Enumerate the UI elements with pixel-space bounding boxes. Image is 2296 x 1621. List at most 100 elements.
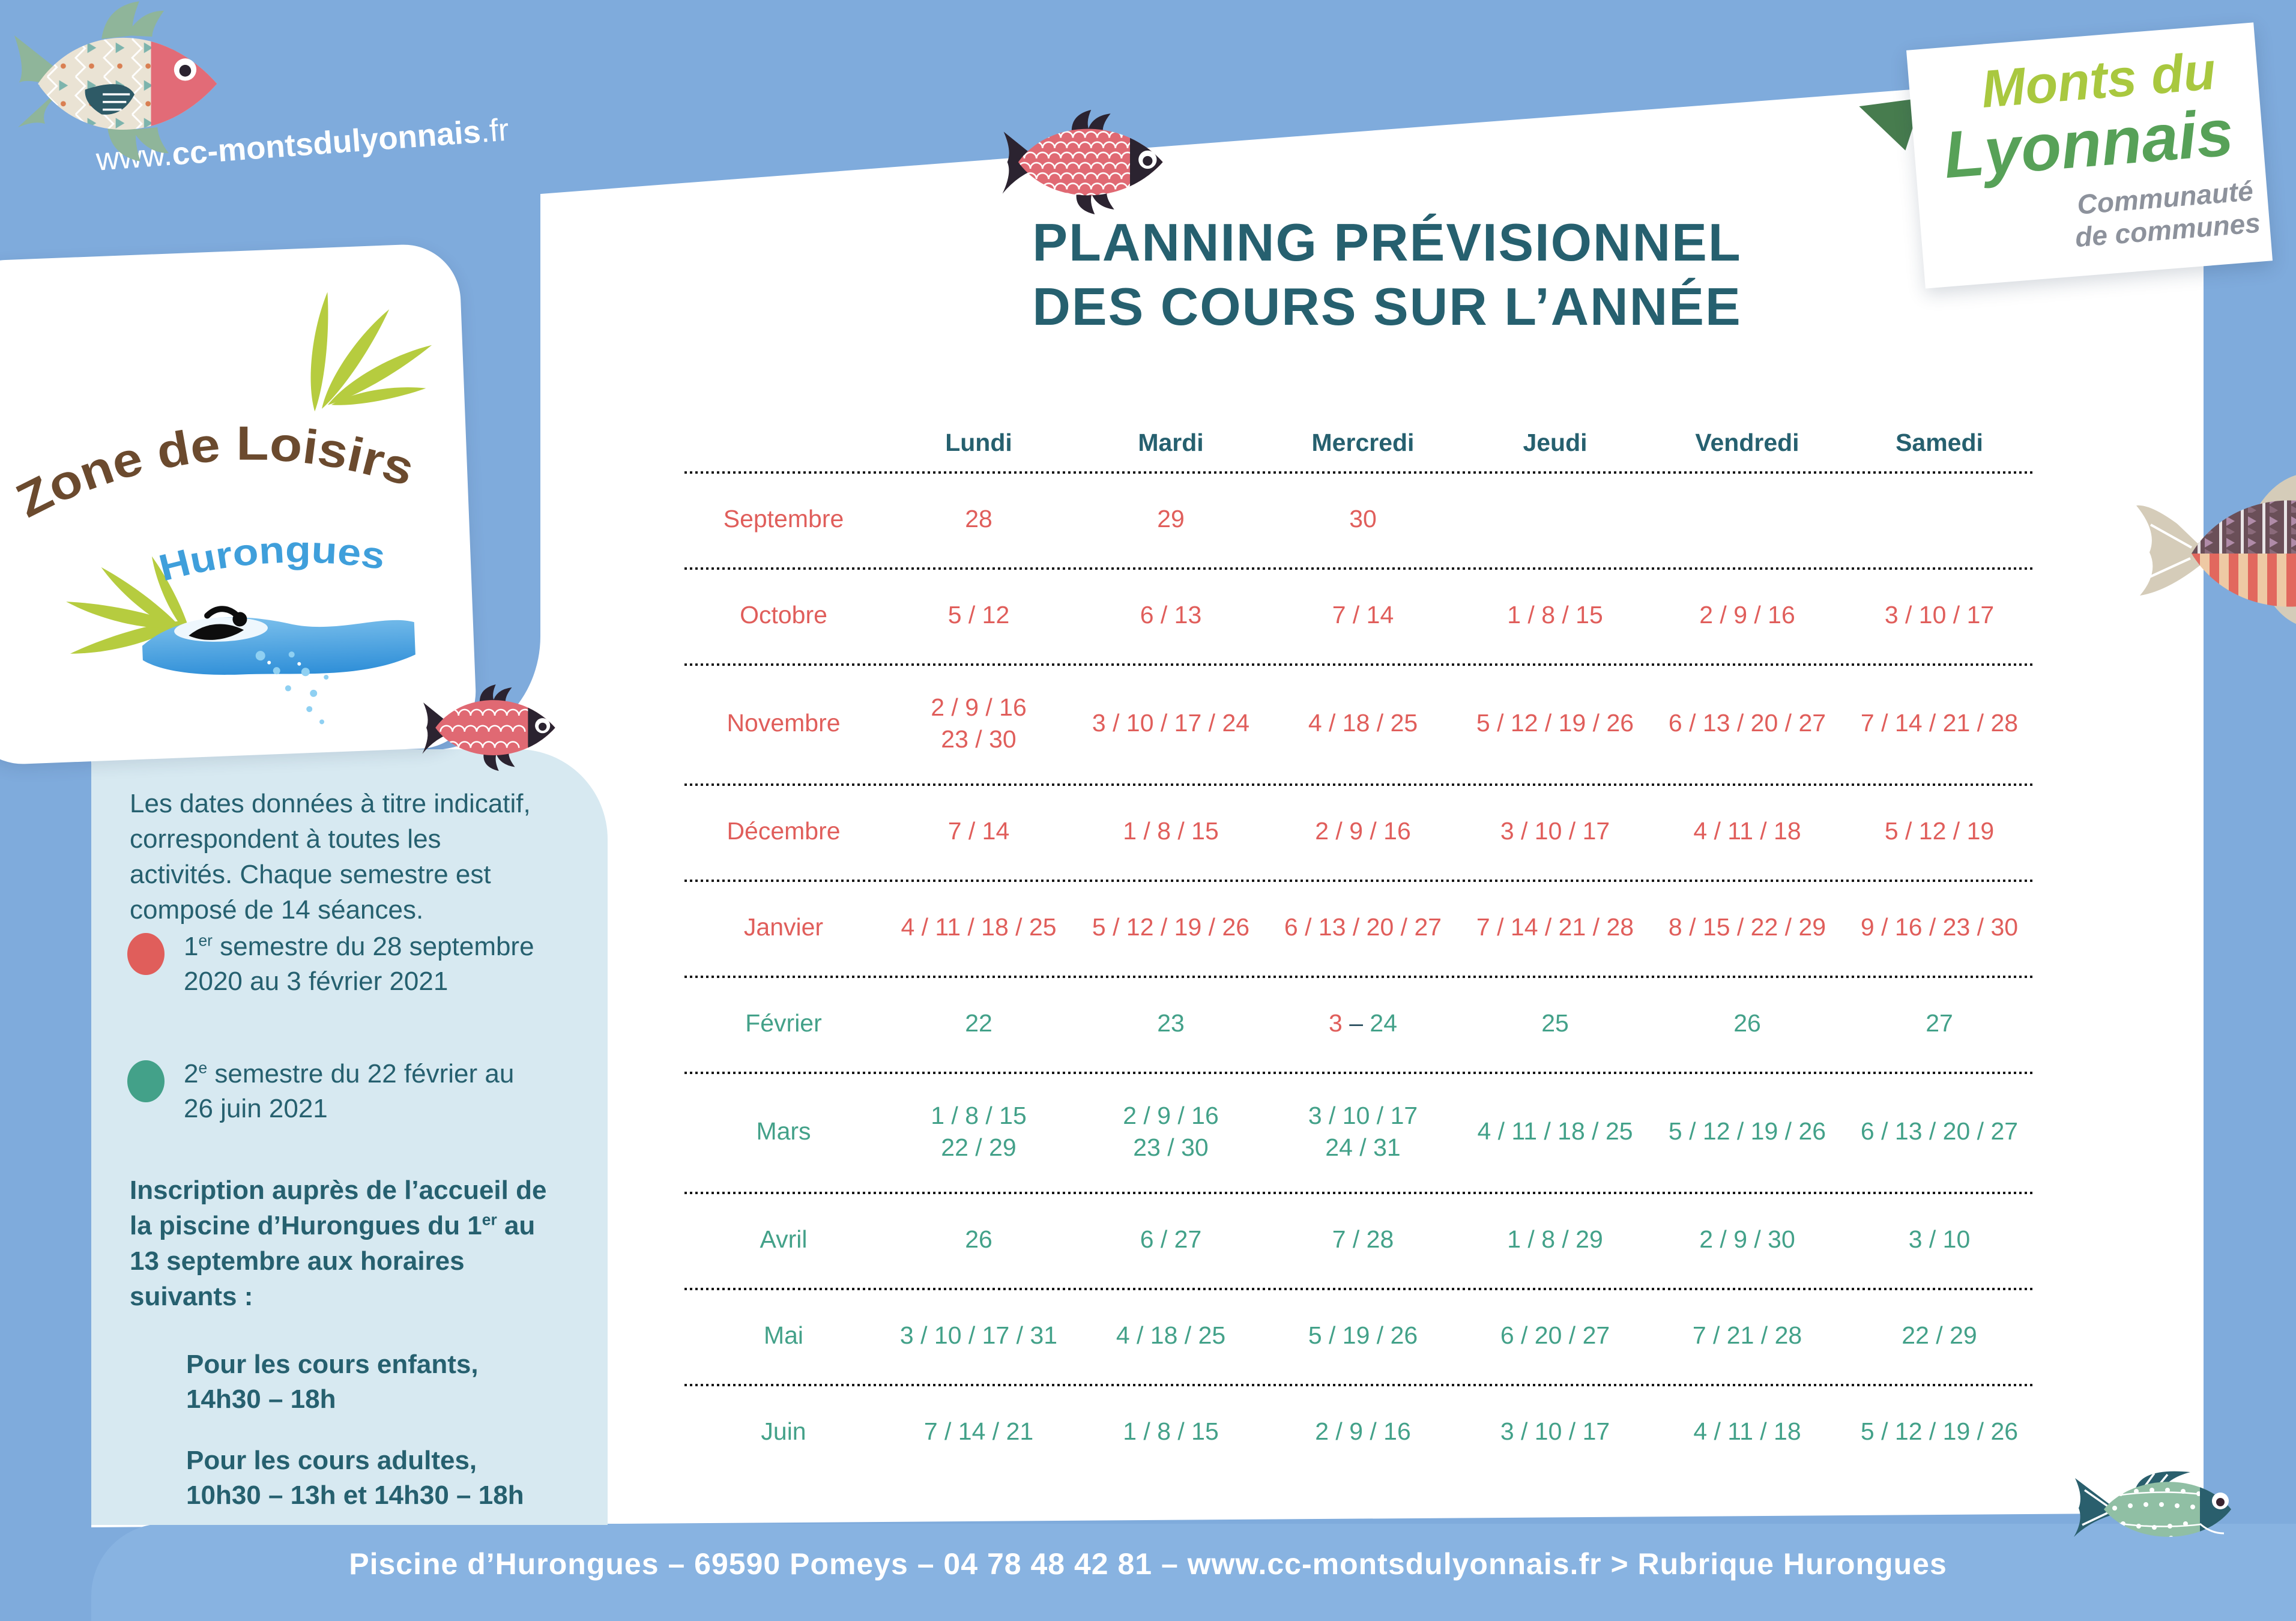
footer-text: Piscine d’Hurongues – 69590 Pomeys – 04 … — [349, 1547, 1947, 1581]
zone-de-loisirs-logo: Zone de Loisirs Hurongues — [6, 292, 432, 725]
date-cell: 9 / 16 / 23 / 30 — [1860, 913, 2019, 941]
date-cell: 26 — [965, 1225, 992, 1254]
date-cell: 6 / 13 — [1140, 601, 1202, 629]
hours-children: Pour les cours enfants, 14h30 – 18h — [186, 1350, 479, 1414]
decorative-fish-panel-corner — [420, 684, 591, 771]
date-cell: 8 / 15 / 22 / 29 — [1668, 913, 1826, 941]
month-label: Mai — [763, 1321, 804, 1350]
date-cell: 3 / 10 / 17 — [1500, 817, 1610, 845]
date-cell: 7 / 14 / 21 / 28 — [1860, 709, 2019, 737]
date-cell: 29 — [1157, 505, 1185, 533]
teal-dot-icon — [127, 1060, 165, 1102]
date-cell: 7 / 28 — [1332, 1225, 1394, 1254]
table-row: Décembre 7 / 14 1 / 8 / 15 2 / 9 / 16 3 / 10… — [684, 783, 2035, 880]
date-cell: 5 / 12 / 19 / 26 — [1092, 913, 1250, 941]
table-row: Septembre 28 29 30 — [684, 471, 2035, 567]
table-row: Novembre 2 / 9 / 16 23 / 30 3 / 10 / 17 / 2… — [684, 663, 2035, 783]
column-header: Vendredi — [1695, 428, 1799, 456]
pink-fish-icon — [1002, 110, 1163, 214]
monts-du-lyonnais-card: Monts du Lyonnais Communauté de communes — [1906, 22, 2273, 289]
month-label: Septembre — [723, 505, 844, 533]
month-label: Janvier — [743, 913, 824, 941]
date-cell: 5 / 12 / 19 — [1884, 817, 1995, 845]
table-row: Mars 1 / 8 / 15 22 / 29 2 / 9 / 16 23 / 30 3 … — [684, 1072, 2035, 1192]
hurongues-text: Hurongues — [154, 525, 390, 590]
column-header: Samedi — [1896, 428, 1983, 456]
decorative-fish-right-edge — [2133, 469, 2296, 638]
column-header: Mardi — [1138, 428, 1204, 456]
table-row: Octobre 5 / 12 6 / 13 7 / 14 1 / 8 / 15 2 / 9… — [684, 567, 2035, 663]
inscription-text: Inscription auprès de l’accueil de la pi… — [130, 1176, 547, 1311]
date-cell: 5 / 12 / 19 / 26 — [1668, 1117, 1826, 1146]
info-panel: Les dates données à titre indicatif, cor… — [91, 749, 608, 1525]
table-corner — [684, 414, 883, 471]
date-cell: 7 / 14 / 21 — [923, 1417, 1034, 1446]
planning-table: Lundi Mardi Mercredi Jeudi Vendredi Samedi Sep… — [684, 414, 2035, 1480]
date-cell: 27 — [1926, 1009, 1953, 1037]
month-label: Décembre — [727, 817, 841, 845]
hours-adults: Pour les cours adultes, 10h30 – 13h et 1… — [186, 1446, 524, 1511]
month-label: Février — [745, 1009, 822, 1037]
decorative-fish-top-left — [13, 1, 261, 163]
decorative-fish-bottom-right — [2073, 1466, 2247, 1550]
date-cell: 1 / 8 / 15 22 / 29 — [931, 1101, 1027, 1161]
date-cell: 3 / 10 / 17 — [1884, 601, 1995, 629]
zone-logo-card: Zone de Loisirs Hurongues — [0, 242, 478, 767]
date-cell: 2 / 9 / 16 23 / 30 — [931, 693, 1027, 753]
date-cell: 3 / 10 / 17 / 24 — [1092, 709, 1250, 737]
date-cell: 3 / 10 / 17 — [1500, 1417, 1610, 1446]
superscript: er — [198, 931, 213, 950]
date-cell: 6 / 13 / 20 / 27 — [1860, 1117, 2019, 1146]
table-row: Juin 7 / 14 / 21 1 / 8 / 15 2 / 9 / 16 3 / 1… — [684, 1384, 2035, 1480]
column-header: Jeudi — [1523, 428, 1588, 456]
month-label: Mars — [756, 1117, 811, 1146]
date-cell: 3 / 10 — [1908, 1225, 1971, 1254]
date-cell: 2 / 9 / 30 — [1699, 1225, 1795, 1254]
svg-text:Hurongues: Hurongues — [154, 525, 390, 590]
date-cell: 7 / 14 — [1332, 601, 1394, 629]
date-cell: 22 — [965, 1009, 992, 1037]
wave-swimmer-icon — [142, 606, 415, 725]
red-dot-icon — [127, 933, 165, 975]
decorative-fish-top-center — [1000, 110, 1207, 215]
date-cell: 7 / 14 — [947, 817, 1010, 845]
svg-text:Zone de Loisirs: Zone de Loisirs — [6, 409, 423, 528]
url-tld: .fr — [479, 112, 510, 149]
date-cell: 23 — [1157, 1009, 1185, 1037]
zone-arc-text: Zone de Loisirs — [6, 409, 423, 528]
superscript: e — [198, 1058, 208, 1077]
date-cell: 5 / 19 / 26 — [1308, 1321, 1418, 1350]
date-cell: 3 / 10 / 17 24 / 31 — [1308, 1101, 1418, 1161]
semester2-bullet: 2e semestre du 22 février au 26 juin 202… — [127, 1057, 555, 1126]
date-cell: 7 / 14 / 21 / 28 — [1476, 913, 1634, 941]
date-cell: 3 – 24 — [1328, 1009, 1397, 1037]
date-cell: 4 / 11 / 18 / 25 — [1477, 1117, 1633, 1146]
month-label: Juin — [761, 1417, 806, 1446]
month-label: Avril — [760, 1225, 808, 1254]
table-row: Mai 3 / 10 / 17 / 31 4 / 18 / 25 5 / 19 / 2… — [684, 1288, 2035, 1384]
table-row: Avril 26 6 / 27 7 / 28 1 / 8 / 29 2 / 9 / 30 3… — [684, 1192, 2035, 1288]
column-header: Mercredi — [1311, 428, 1415, 456]
semester1-bullet: 1er semestre du 28 septembre 2020 au 3 f… — [127, 929, 555, 999]
date-cell: 5 / 12 — [947, 601, 1010, 629]
date-cell: 5 / 12 / 19 / 26 — [1476, 709, 1634, 737]
table-row: Janvier 4 / 11 / 18 / 25 5 / 12 / 19 / 26 6… — [684, 880, 2035, 976]
leaves-left-icon — [66, 556, 192, 654]
date-cell: 1 / 8 / 15 — [1507, 601, 1603, 629]
table-row: Février 22 23 3 – 24 25 26 27 — [684, 976, 2035, 1072]
date-cell: 28 — [965, 505, 992, 533]
striped-fish-icon — [2136, 475, 2296, 624]
green-fish-icon — [2074, 1471, 2231, 1537]
date-cell: 6 / 27 — [1140, 1225, 1202, 1254]
intro-text: Les dates données à titre indicatif, cor… — [130, 789, 531, 925]
semester2-text: 2e semestre du 22 février au 26 juin 202… — [184, 1058, 515, 1124]
page-title: PLANNING PRÉVISIONNEL DES COURS SUR L’AN… — [714, 210, 2059, 339]
date-cell — [1843, 471, 2035, 567]
date-cell: 3 / 10 / 17 / 31 — [899, 1321, 1058, 1350]
month-label: Novembre — [727, 709, 841, 737]
date-cell: 4 / 18 / 25 — [1116, 1321, 1226, 1350]
date-cell: 2 / 9 / 16 23 / 30 — [1123, 1101, 1219, 1161]
date-cell — [1651, 471, 1843, 567]
patterned-fish-icon — [14, 1, 217, 161]
